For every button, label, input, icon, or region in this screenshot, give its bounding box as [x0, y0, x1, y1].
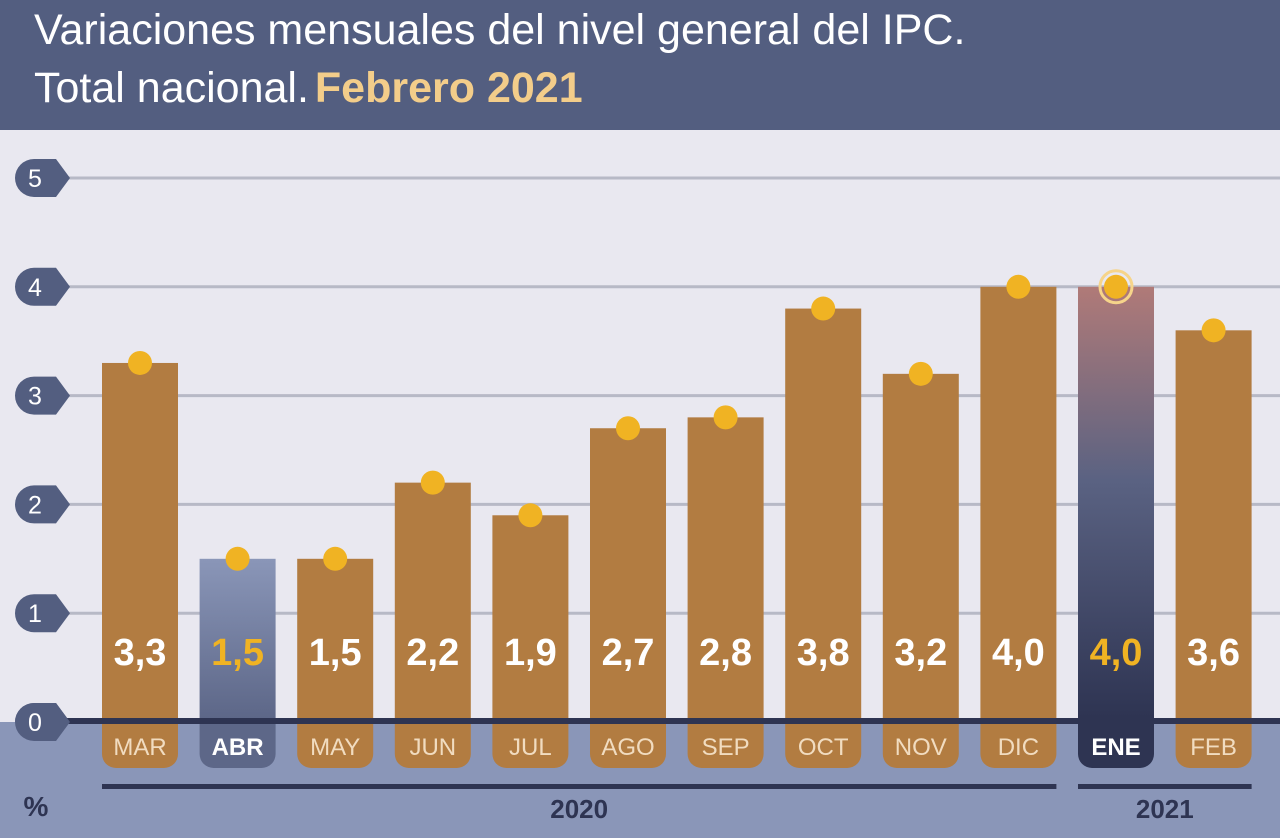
marker-sep — [713, 405, 738, 430]
y-tick-tag — [14, 594, 70, 633]
chart-title-line1: Variaciones mensuales del nivel general … — [34, 6, 966, 54]
category-tag-mar — [102, 724, 178, 768]
category-tag-ago — [590, 724, 666, 768]
category-tag-oct — [785, 724, 862, 768]
category-label-abr: ABR — [212, 734, 264, 761]
category-label-ago: AGO — [601, 734, 654, 761]
value-label-feb: 3,6 — [1187, 632, 1240, 674]
category-label-sep: SEP — [702, 734, 750, 761]
bar-may — [297, 558, 374, 718]
category-label-jul: JUL — [509, 734, 552, 761]
marker-abr — [225, 546, 250, 571]
marker-dic — [1006, 274, 1031, 299]
category-label-mar: MAR — [113, 734, 166, 761]
bar-chart: 01234503,3MAR1,5ABR1,5MAY2,2JUN1,9JUL2,7… — [0, 159, 1280, 838]
value-label-nov: 3,2 — [894, 632, 947, 674]
year-label-2020: 2020 — [550, 794, 608, 824]
category-label-jun: JUN — [409, 734, 456, 761]
category-label-oct: OCT — [798, 734, 849, 761]
chart-title-prefix: Total nacional. — [34, 64, 309, 112]
y-tick-label: 1 — [28, 600, 42, 628]
category-label-feb: FEB — [1190, 734, 1237, 761]
marker-feb — [1201, 318, 1226, 343]
category-label-may: MAY — [310, 734, 360, 761]
bar-jul — [492, 515, 569, 718]
category-tag-ene — [1078, 724, 1154, 768]
y-tick-label: 0 — [28, 709, 42, 737]
marker-ene — [1104, 274, 1128, 299]
y-unit-label: % — [24, 791, 49, 822]
value-label-sep: 2,8 — [699, 632, 752, 674]
value-label-ago: 2,7 — [602, 632, 655, 674]
category-tag-abr — [199, 724, 276, 768]
category-tag-nov — [882, 724, 959, 768]
value-label-mar: 3,3 — [114, 632, 167, 674]
marker-oct — [811, 296, 836, 321]
bar-sep — [687, 417, 764, 718]
bar-mar — [102, 362, 178, 718]
category-tag-jun — [394, 724, 471, 768]
y-tick-tag — [15, 159, 70, 197]
category-label-ene: ENE — [1091, 734, 1140, 761]
y-tick-tag — [14, 267, 70, 306]
category-tag-feb — [1175, 724, 1252, 768]
value-label-jul: 1,9 — [504, 632, 557, 674]
year-bracket-2020 — [102, 784, 1057, 789]
category-label-nov: NOV — [895, 734, 947, 761]
value-label-may: 1,5 — [309, 632, 362, 674]
year-bracket-2021 — [1078, 784, 1252, 789]
y-tick-label: 5 — [28, 165, 42, 193]
category-tag-jul — [492, 724, 569, 768]
bar-abr — [199, 558, 276, 718]
category-tag-dic — [980, 724, 1057, 768]
chart-title-line2: Total nacional. Febrero 2021 — [34, 64, 583, 113]
year-label-2021: 2021 — [1136, 794, 1194, 824]
baseline — [34, 718, 1280, 724]
value-label-dic: 4,0 — [992, 632, 1045, 674]
bar-feb — [1175, 330, 1252, 718]
header: Variaciones mensuales del nivel general … — [0, 0, 1280, 130]
marker-mar — [128, 350, 152, 375]
value-label-jun: 2,2 — [406, 632, 459, 674]
marker-nov — [908, 361, 933, 386]
y-tick-label: 2 — [28, 491, 42, 519]
y-tick-tag-zero — [15, 703, 70, 741]
value-label-abr: 1,5 — [211, 632, 264, 674]
category-tag-may — [297, 724, 374, 768]
marker-jun — [420, 470, 445, 495]
marker-ago — [616, 416, 640, 441]
y-tick-tag — [14, 376, 70, 415]
marker-jul — [518, 503, 543, 528]
bar-oct — [785, 308, 862, 718]
bar-ago — [590, 428, 666, 718]
chart-title-highlight: Febrero 2021 — [314, 64, 583, 112]
y-tick-label: 3 — [28, 383, 42, 411]
value-label-ene: 4,0 — [1090, 632, 1143, 674]
value-label-oct: 3,8 — [797, 632, 850, 674]
bar-ene — [1078, 286, 1154, 718]
category-tag-sep — [687, 724, 764, 768]
bar-jun — [394, 482, 471, 718]
bar-dic — [980, 286, 1057, 718]
bar-nov — [882, 373, 959, 718]
y-tick-label: 4 — [28, 274, 42, 302]
y-tick-tag — [14, 485, 70, 524]
marker-may — [323, 546, 348, 571]
category-label-dic: DIC — [998, 734, 1039, 761]
marker-ring — [1098, 269, 1134, 305]
